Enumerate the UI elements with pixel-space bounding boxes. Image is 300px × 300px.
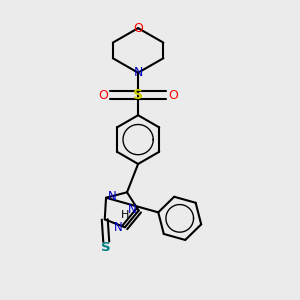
Text: O: O: [98, 88, 108, 101]
Text: O: O: [168, 88, 178, 101]
Text: H: H: [121, 210, 130, 220]
Text: N: N: [134, 66, 143, 79]
Text: S: S: [133, 88, 143, 102]
Text: N: N: [128, 202, 136, 216]
Text: O: O: [133, 22, 143, 34]
Text: N: N: [114, 221, 123, 234]
Text: N: N: [108, 190, 117, 203]
Text: S: S: [101, 241, 111, 254]
